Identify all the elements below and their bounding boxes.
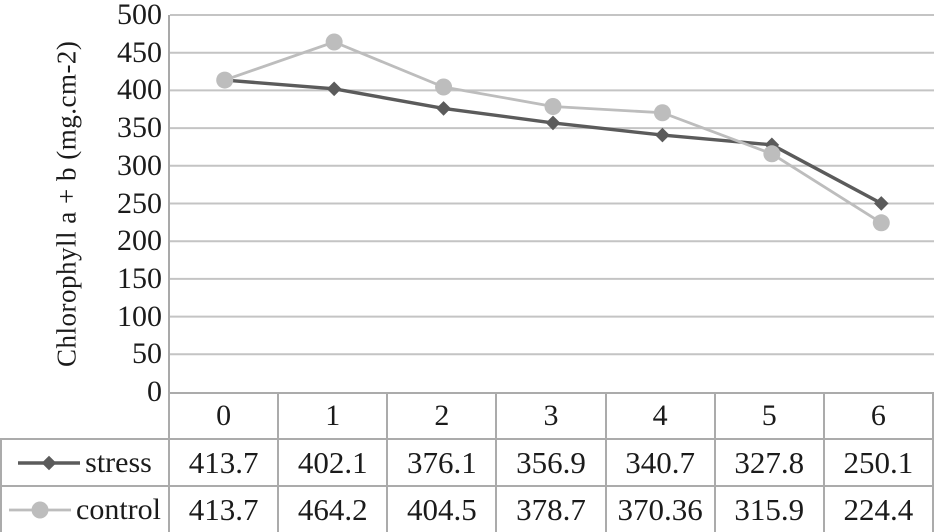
y-tick-label: 500 [117,0,162,31]
table-value-cell: 315.9 [713,485,825,532]
y-tick-label: 0 [147,375,162,408]
table-row-stress: stress 413.7 402.1 376.1 356.9 340.7 327.8 250.… [0,438,934,487]
marker-control [763,145,781,163]
table-value-cell: 378.7 [495,485,607,532]
y-tick-label: 250 [117,186,162,220]
marker-control [544,97,562,115]
x-category-cell: 0 [167,392,280,440]
y-tick-label: 150 [117,261,162,295]
table-value-cell: 413.7 [167,485,280,532]
marker-stress [873,196,889,211]
x-category-cell: 3 [495,392,607,440]
line-chart-svg [170,14,934,356]
x-category-cell: 6 [822,392,934,440]
marker-stress [436,101,451,116]
table-value-cell: 340.7 [604,438,716,487]
data-table: 0 1 2 3 4 5 6 stress 413.7 402.1 376.1 356.9 340.7 32… [0,392,934,532]
table-value-cell: 413.7 [167,438,280,487]
series-line-control [224,40,883,224]
table-value-cell: 376.1 [386,438,498,487]
legend-key-stress-icon [18,455,81,470]
table-value-cell: 327.8 [713,438,825,487]
legend-key-control-icon [9,501,71,518]
table-value-cell: 404.5 [386,485,498,532]
marker-control [31,501,49,518]
y-axis-title: Chlorophyll a + b (mg.cm-2) [51,40,82,367]
legend-label: stress [85,445,152,479]
y-tick-label: 50 [132,337,162,371]
y-tick-label: 100 [117,299,162,333]
table-value-cell: 250.1 [822,438,934,487]
y-tick-label: 300 [117,148,162,182]
legend-spacer-cell [1,393,169,439]
x-category-cell: 4 [604,392,716,440]
marker-stress [655,127,670,143]
x-category-cell: 5 [713,392,825,440]
marker-control [653,104,671,122]
legend-cell-control: control [0,485,170,532]
y-tick-label: 400 [117,73,162,107]
x-category-cell: 2 [386,392,498,440]
x-category-cell: 1 [277,392,389,440]
marker-control [435,78,453,96]
marker-control [872,214,890,232]
y-tick-label: 200 [117,224,162,258]
marker-stress [326,81,342,97]
table-value-cell: 464.2 [277,485,389,532]
legend-label: control [76,492,161,526]
plot-area [168,14,934,392]
y-tick-label: 350 [117,111,162,145]
y-tick-label: 450 [117,35,162,69]
table-value-cell: 370.36 [604,485,716,532]
marker-control [325,33,343,51]
table-value-cell: 356.9 [495,438,607,487]
marker-control [216,71,234,89]
marker-stress [41,455,57,470]
table-value-cell: 224.4 [822,485,934,532]
table-row-control: control 413.7 464.2 404.5 378.7 370.36 315.9 22… [0,485,934,532]
table-value-cell: 402.1 [277,438,389,487]
legend-cell-stress: stress [0,438,170,487]
